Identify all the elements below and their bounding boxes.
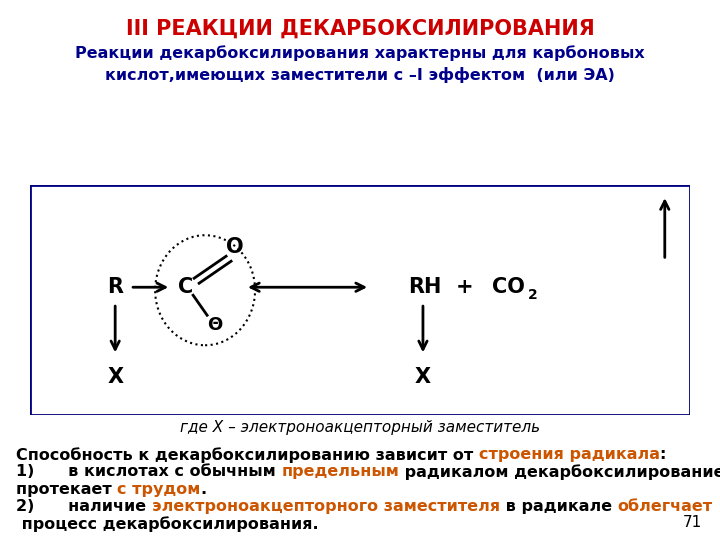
- Text: процесс декарбоксилирования.: процесс декарбоксилирования.: [16, 516, 318, 532]
- Text: протекает: протекает: [16, 482, 117, 497]
- Text: +: +: [456, 277, 474, 297]
- Text: с трудом: с трудом: [117, 482, 201, 497]
- Text: :: :: [660, 447, 666, 462]
- Text: в радикале: в радикале: [500, 499, 618, 514]
- Text: Реакции декарбоксилирования характерны для карбоновых: Реакции декарбоксилирования характерны д…: [75, 45, 645, 61]
- Text: облегчает: облегчает: [618, 499, 713, 514]
- Text: III РЕАКЦИИ ДЕКАРБОКСИЛИРОВАНИЯ: III РЕАКЦИИ ДЕКАРБОКСИЛИРОВАНИЯ: [125, 19, 595, 39]
- Text: кислот,имеющих заместители с –I эффектом  (или ЭА): кислот,имеющих заместители с –I эффектом…: [105, 67, 615, 83]
- Text: 2: 2: [528, 288, 538, 302]
- Text: радикалом декарбоксилирование: радикалом декарбоксилирование: [399, 464, 720, 480]
- Text: O: O: [226, 237, 244, 257]
- Text: Θ: Θ: [207, 316, 222, 334]
- Text: электроноакцепторного заместителя: электроноакцепторного заместителя: [152, 499, 500, 514]
- Text: предельным: предельным: [282, 464, 399, 480]
- Text: 1)      в кислотах с обычным: 1) в кислотах с обычным: [16, 464, 282, 480]
- Text: .: .: [201, 482, 207, 497]
- Text: R: R: [107, 277, 123, 297]
- Text: RH: RH: [408, 277, 441, 297]
- Text: X: X: [415, 367, 431, 387]
- Text: 71: 71: [683, 515, 702, 530]
- Text: CO: CO: [492, 277, 525, 297]
- Text: где X – электроноакцепторный заместитель: где X – электроноакцепторный заместитель: [180, 420, 540, 435]
- Text: строения радикала: строения радикала: [479, 447, 660, 462]
- Text: C: C: [178, 277, 193, 297]
- Text: 2)      наличие: 2) наличие: [16, 499, 152, 514]
- Text: Способность к декарбоксилированию зависит от: Способность к декарбоксилированию зависи…: [16, 447, 479, 463]
- Text: X: X: [107, 367, 123, 387]
